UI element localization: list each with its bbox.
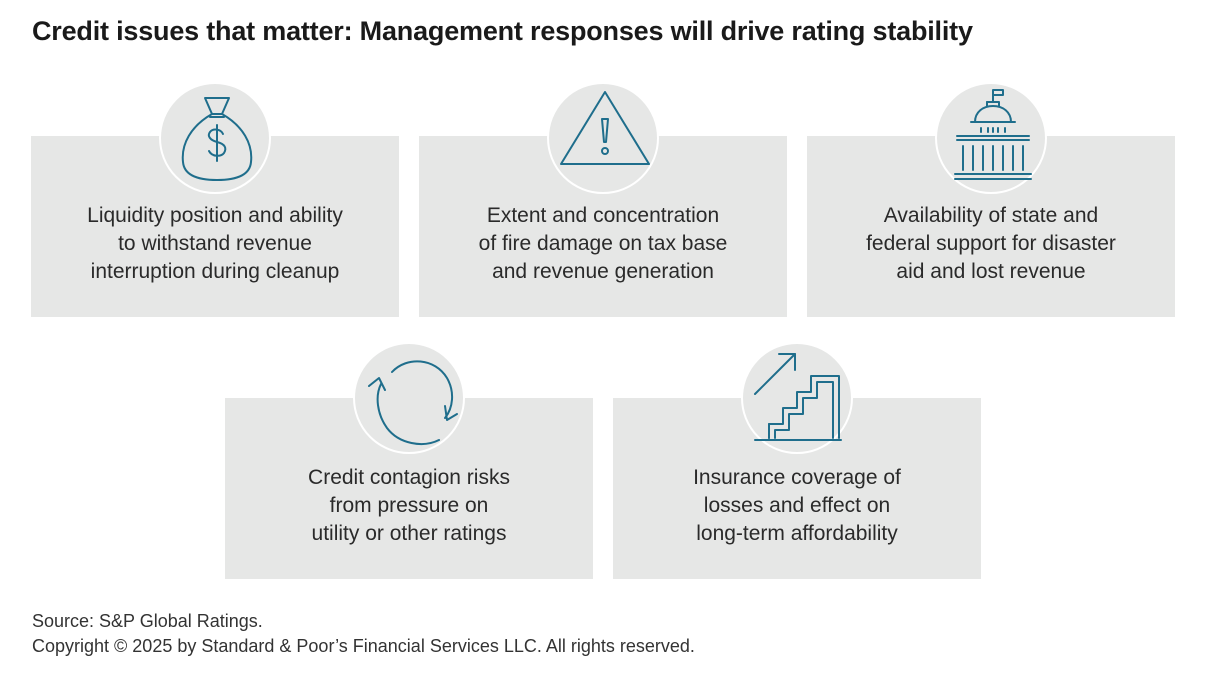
card-line: utility or other ratings <box>311 522 507 545</box>
card-text: Insurance coverage of losses and effect … <box>613 464 981 548</box>
money-bag-icon-circle <box>159 82 271 194</box>
card-line: federal support for disaster <box>866 232 1116 255</box>
card-line: losses and effect on <box>703 494 891 517</box>
card-line: aid and lost revenue <box>896 260 1086 283</box>
stairs-arrow-icon <box>754 353 842 441</box>
card-line: and revenue generation <box>492 260 714 283</box>
card-text: Credit contagion risks from pressure on … <box>225 464 593 548</box>
card-line: Credit contagion risks <box>308 466 510 489</box>
warning-triangle-icon <box>560 91 650 165</box>
card-line: Availability of state and <box>883 204 1099 227</box>
card-text: Extent and concentration of fire damage … <box>419 202 787 286</box>
capitol-building-icon-circle <box>935 82 1047 194</box>
card-line: Insurance coverage of <box>693 466 901 489</box>
page-title: Credit issues that matter: Management re… <box>32 16 973 46</box>
cycle-arrows-icon-circle <box>353 342 465 454</box>
card-fire-damage: Extent and concentration of fire damage … <box>419 136 787 317</box>
copyright-note: Copyright © 2025 by Standard & Poor’s Fi… <box>32 636 695 656</box>
card-line: to withstand revenue <box>118 232 312 255</box>
card-line: interruption during cleanup <box>90 260 340 283</box>
card-state-federal-support: Availability of state and federal suppor… <box>807 136 1175 317</box>
cycle-arrows-icon <box>368 360 458 445</box>
card-line: of fire damage on tax base <box>478 232 728 255</box>
card-text: Liquidity position and ability to withst… <box>31 202 399 286</box>
card-line: long-term affordability <box>696 522 898 545</box>
source-note: Source: S&P Global Ratings. <box>32 611 263 631</box>
card-line: Liquidity position and ability <box>87 204 343 227</box>
card-line: Extent and concentration <box>486 204 720 227</box>
card-line: from pressure on <box>329 494 489 517</box>
stairs-arrow-icon-circle <box>741 342 853 454</box>
card-text: Availability of state and federal suppor… <box>807 202 1175 286</box>
warning-triangle-icon-circle <box>547 82 659 194</box>
money-bag-icon <box>181 97 253 181</box>
capitol-building-icon <box>954 89 1032 180</box>
